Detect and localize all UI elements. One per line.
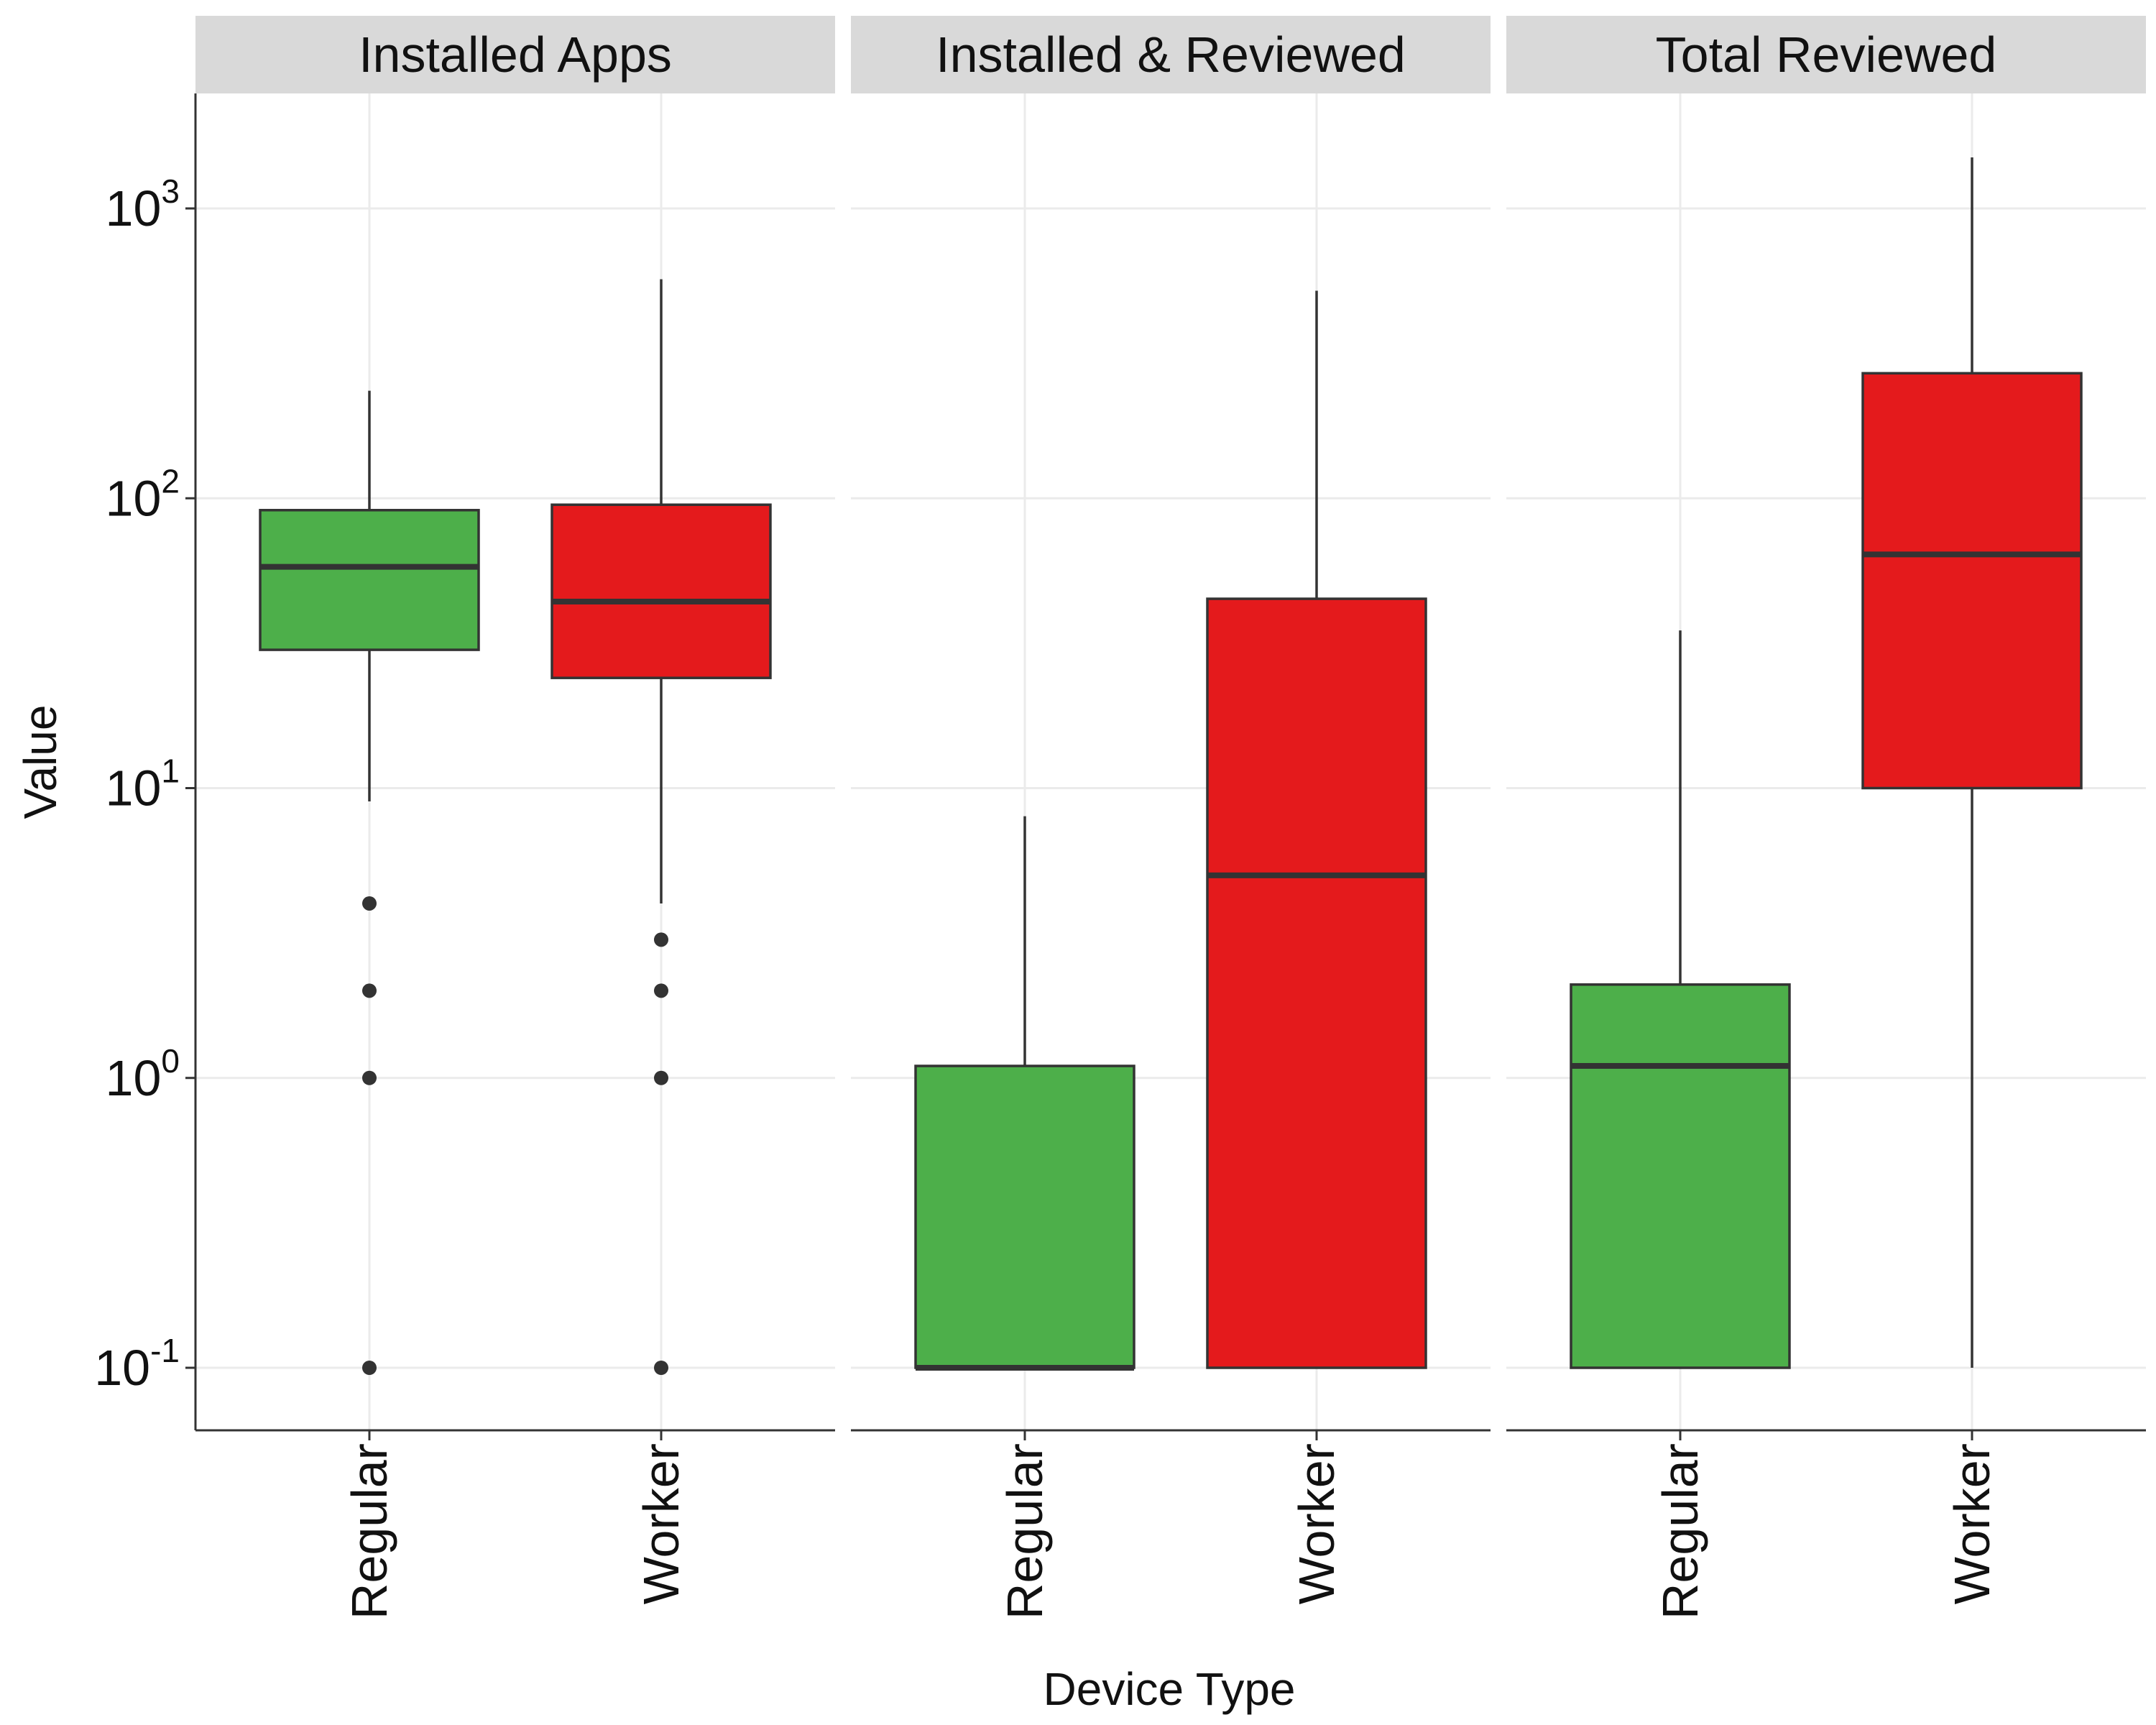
y-tick-label: 100	[106, 1042, 180, 1106]
y-tick-base: 10	[94, 1340, 150, 1396]
outlier-point	[362, 983, 377, 998]
box-iqr	[1206, 597, 1427, 1369]
x-tick-label: Regular	[1652, 1443, 1708, 1619]
box-iqr	[550, 503, 772, 679]
box-iqr	[1861, 372, 2083, 790]
facet-strip	[195, 16, 835, 93]
y-tick-label: 101	[106, 753, 180, 816]
y-tick-base: 10	[106, 470, 162, 526]
y-tick-exponent: 1	[161, 753, 180, 790]
y-tick-label: 103	[106, 172, 180, 236]
x-tick-label: Regular	[997, 1443, 1053, 1619]
outlier-point	[654, 983, 668, 998]
x-axis-title: Device Type	[1044, 1663, 1296, 1715]
outlier-point	[654, 932, 668, 947]
facet-title: Total Reviewed	[1656, 27, 1997, 83]
grid-layer	[195, 93, 2146, 1430]
box-regular	[259, 390, 480, 1375]
box-worker	[550, 279, 772, 1375]
y-tick-exponent: 2	[161, 462, 180, 500]
y-tick-base: 10	[106, 760, 162, 816]
box-iqr	[914, 1064, 1135, 1369]
facet-title: Installed & Reviewed	[936, 27, 1406, 83]
box-iqr	[1570, 983, 1791, 1369]
x-tick-label: Regular	[341, 1443, 397, 1619]
y-tick-exponent: 0	[161, 1042, 180, 1080]
box-regular	[914, 816, 1135, 1371]
outlier-point	[362, 896, 377, 911]
y-tick-label: 10-1	[94, 1332, 180, 1396]
box-iqr	[259, 509, 480, 651]
y-axis-title: Value	[14, 705, 66, 819]
facet-title: Installed Apps	[359, 27, 672, 83]
outlier-point	[654, 1070, 668, 1085]
outlier-point	[362, 1070, 377, 1085]
outlier-point	[362, 1361, 377, 1375]
facet-panel: Total Reviewed Regular Worker	[1506, 16, 2146, 1619]
facet-strip	[851, 16, 1491, 93]
outlier-point	[654, 1361, 668, 1375]
x-tick-label: Worker	[1944, 1443, 2000, 1604]
x-tick-label: Worker	[633, 1443, 689, 1604]
x-tick-label: Worker	[1289, 1443, 1345, 1604]
facet-panel: Installed & Reviewed Regular Worker	[851, 16, 1491, 1619]
facet-strip	[1506, 16, 2146, 93]
facet-panel: Installed Apps Regular Worker	[194, 16, 835, 1619]
box-worker	[1861, 157, 2083, 1368]
y-tick-base: 10	[106, 180, 162, 236]
y-tick-label: 102	[106, 462, 180, 526]
box-regular	[1570, 630, 1791, 1369]
box-worker	[1206, 290, 1427, 1369]
y-tick-exponent: 3	[161, 172, 180, 210]
y-tick-base: 10	[106, 1050, 162, 1106]
y-tick-exponent: -1	[150, 1332, 180, 1369]
